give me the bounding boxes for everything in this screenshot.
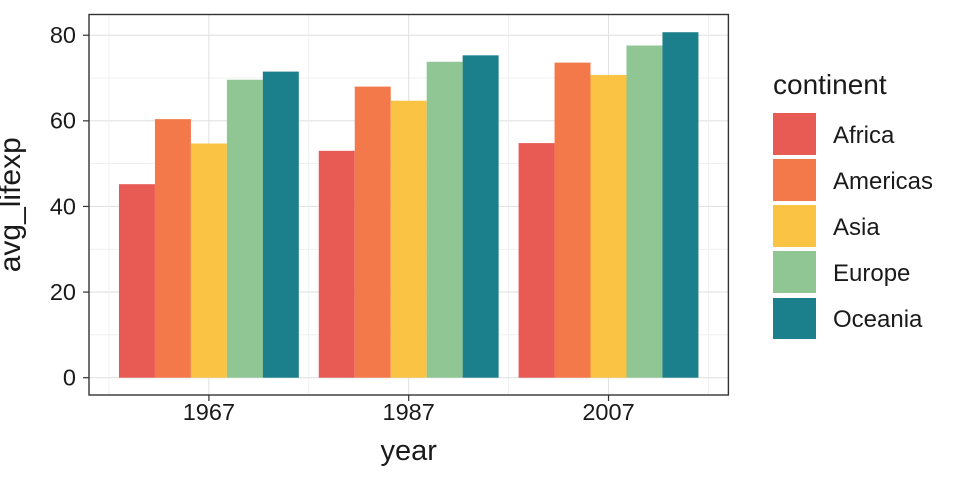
svg-text:1967: 1967: [183, 399, 235, 425]
svg-text:40: 40: [50, 193, 76, 219]
svg-text:0: 0: [63, 365, 76, 391]
svg-text:avg_lifexp: avg_lifexp: [0, 137, 27, 272]
svg-text:1987: 1987: [383, 399, 435, 425]
svg-text:2007: 2007: [582, 399, 634, 425]
svg-text:year: year: [380, 435, 437, 467]
svg-text:80: 80: [50, 22, 76, 48]
svg-text:60: 60: [50, 108, 76, 134]
svg-text:20: 20: [50, 279, 76, 305]
